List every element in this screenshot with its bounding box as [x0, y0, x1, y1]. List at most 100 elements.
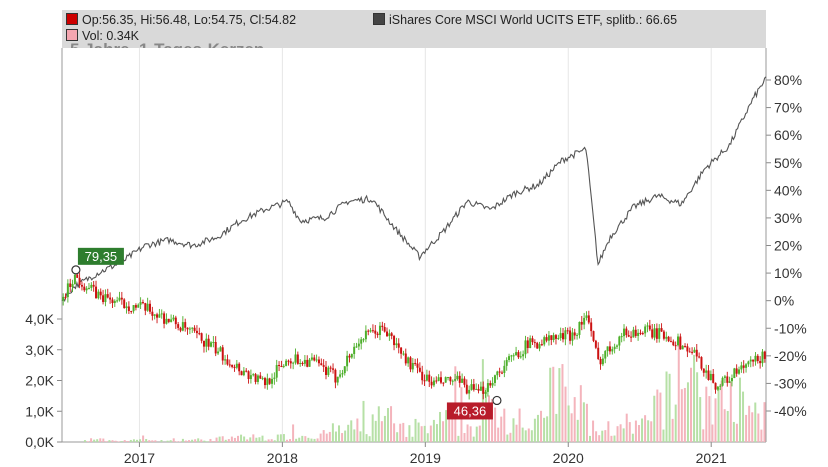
- volume-bar: [191, 439, 194, 442]
- candle-body: [134, 305, 137, 308]
- candle-body: [571, 332, 574, 341]
- volume-bar: [344, 430, 347, 442]
- x-tick-label: 2021: [696, 450, 727, 466]
- high-label: 79,35: [85, 249, 118, 264]
- volume-bar: [114, 440, 117, 442]
- volume-bar: [423, 425, 426, 442]
- volume-bar: [142, 435, 145, 442]
- candle-body: [76, 274, 79, 278]
- candle-body: [505, 359, 508, 366]
- candle-body: [156, 314, 159, 318]
- volume-bar: [249, 437, 252, 442]
- candle-body: [90, 284, 93, 288]
- volume-bar: [717, 387, 720, 442]
- volume-bar: [647, 420, 650, 442]
- candle-body: [231, 364, 234, 367]
- candle-body: [240, 371, 243, 376]
- candle-body: [447, 376, 450, 378]
- candle-body: [217, 351, 220, 354]
- volume-bar: [145, 438, 148, 442]
- volume-bar: [760, 429, 763, 442]
- candle-body: [526, 340, 529, 349]
- candle-body: [637, 332, 640, 336]
- volume-bar: [181, 438, 184, 442]
- candle-body: [625, 328, 628, 336]
- candle-body: [332, 368, 335, 370]
- candle-body: [261, 378, 264, 380]
- volume-bar: [270, 439, 273, 442]
- candle-body: [421, 371, 424, 381]
- candle-body: [207, 338, 210, 347]
- candle-body: [543, 337, 546, 345]
- volume-bar: [742, 391, 745, 442]
- candle-body: [315, 359, 318, 361]
- candle-body: [285, 360, 288, 366]
- y-left-tick-label: 2,0K: [25, 373, 54, 389]
- candle-body: [64, 296, 67, 298]
- candle-body: [430, 381, 433, 386]
- candle-body: [491, 382, 494, 386]
- candle-body: [585, 315, 588, 318]
- volume-bar: [702, 429, 705, 442]
- candle-body: [484, 391, 487, 394]
- volume-bar: [154, 440, 157, 442]
- candle-body: [630, 336, 633, 338]
- volume-bar: [757, 413, 760, 442]
- candle-body: [698, 356, 701, 358]
- candle-body: [414, 362, 417, 364]
- candle-body: [444, 377, 447, 383]
- candle-body: [411, 362, 414, 370]
- volume-bar: [139, 439, 142, 442]
- candle-body: [522, 354, 525, 357]
- volume-bar: [227, 439, 230, 442]
- volume-bar: [567, 405, 570, 442]
- candle-body: [475, 388, 478, 390]
- volume-bar: [132, 439, 135, 442]
- volume-bar: [126, 441, 129, 442]
- candle-body: [247, 371, 250, 379]
- volume-bar: [527, 428, 530, 442]
- candle-body: [517, 352, 520, 358]
- volume-bar: [705, 386, 708, 442]
- volume-bar: [341, 433, 344, 442]
- candle-body: [733, 368, 736, 379]
- candle-body: [554, 335, 557, 339]
- volume-bar: [273, 440, 276, 442]
- candle-body: [193, 327, 196, 331]
- volume-bar: [665, 371, 668, 442]
- volume-bar: [552, 366, 555, 442]
- volume-bar: [432, 419, 435, 442]
- candle-body: [374, 330, 377, 334]
- volume-bar: [726, 410, 729, 442]
- candle-body: [519, 356, 522, 358]
- candle-body: [738, 369, 741, 374]
- volume-bar: [543, 417, 546, 442]
- compare-swatch-icon: [373, 13, 385, 25]
- candle-body: [348, 355, 351, 358]
- candle-body: [479, 386, 482, 391]
- candle-body: [618, 336, 621, 346]
- volume-bar: [536, 414, 539, 442]
- volume-bar: [671, 418, 674, 442]
- volume-bar: [598, 435, 601, 442]
- candle-body: [472, 384, 475, 390]
- volume-bar: [276, 434, 279, 442]
- candle-body: [735, 368, 738, 374]
- y-left-tick-label: 1,0K: [25, 403, 54, 419]
- candle-body: [308, 359, 311, 367]
- candle-body: [531, 338, 534, 343]
- volume-bar: [420, 426, 423, 442]
- volume-bar: [656, 389, 659, 442]
- candle-body: [146, 303, 149, 311]
- candle-body: [644, 326, 647, 334]
- volume-bar: [683, 387, 686, 442]
- volume-bar: [512, 418, 515, 442]
- candle-body: [104, 294, 107, 303]
- candle-body: [461, 378, 464, 383]
- candle-body: [651, 329, 654, 338]
- candle-body: [198, 333, 201, 335]
- candle-body: [158, 314, 161, 318]
- y-right-tick-label: -30%: [774, 375, 807, 391]
- volume-bar: [160, 440, 163, 442]
- volume-bar: [699, 397, 702, 442]
